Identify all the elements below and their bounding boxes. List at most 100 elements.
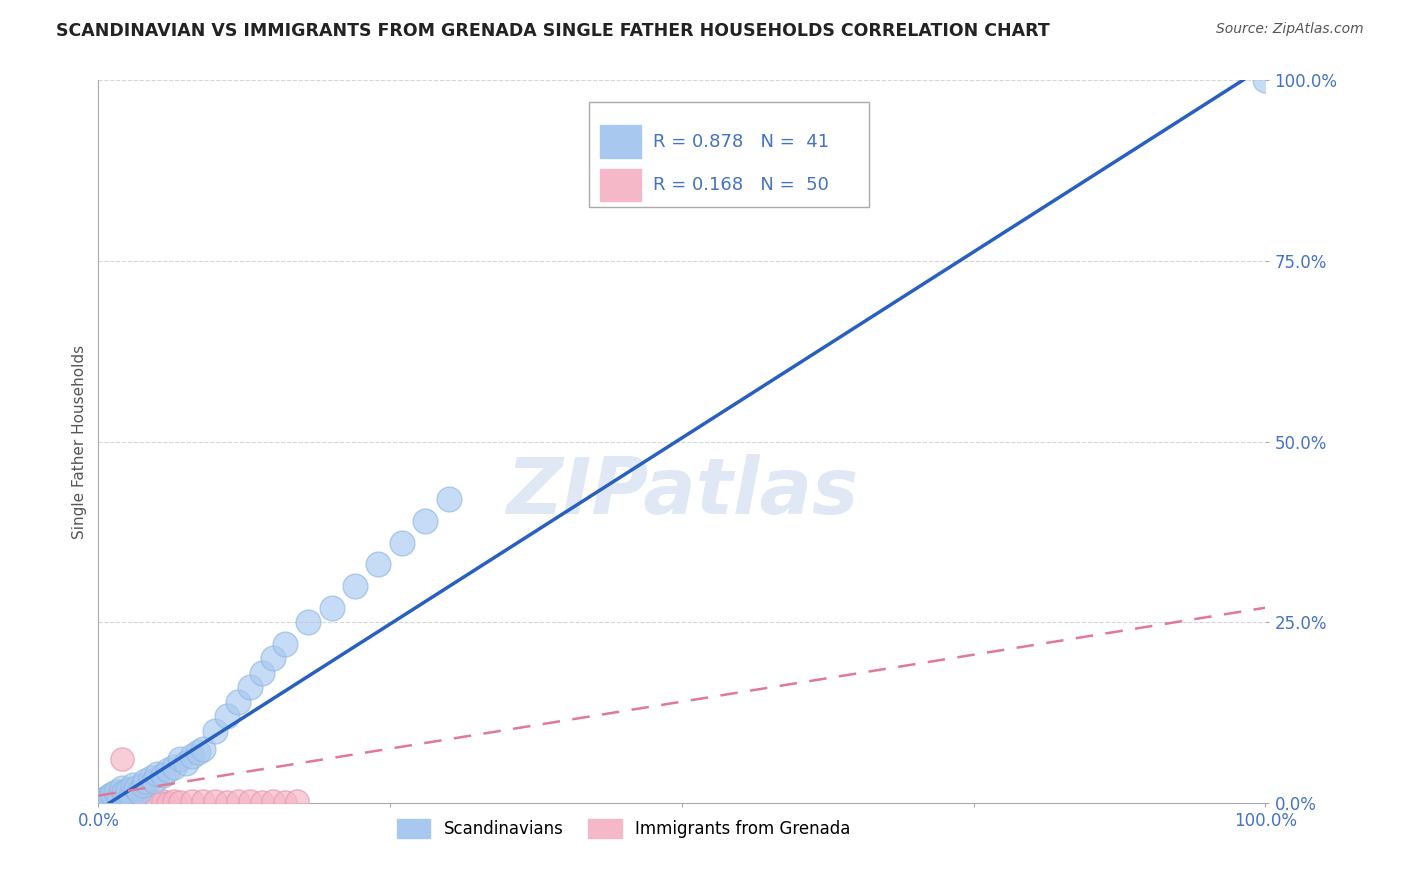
Scandinavians bbox=[101, 787, 124, 801]
Scandinavians bbox=[157, 764, 180, 778]
Scandinavians bbox=[297, 615, 319, 630]
Immigrants from Grenada bbox=[100, 795, 122, 809]
Immigrants from Grenada bbox=[193, 794, 215, 808]
Immigrants from Grenada bbox=[250, 795, 273, 809]
FancyBboxPatch shape bbox=[589, 102, 869, 207]
Immigrants from Grenada bbox=[97, 794, 120, 808]
Scandinavians bbox=[344, 579, 367, 593]
Scandinavians bbox=[1254, 73, 1277, 87]
Immigrants from Grenada bbox=[146, 795, 169, 809]
Immigrants from Grenada bbox=[215, 795, 238, 809]
Immigrants from Grenada bbox=[262, 794, 284, 808]
Immigrants from Grenada bbox=[105, 794, 128, 808]
Scandinavians bbox=[169, 752, 191, 766]
Scandinavians bbox=[250, 665, 273, 680]
Immigrants from Grenada bbox=[111, 794, 134, 808]
Immigrants from Grenada bbox=[103, 796, 125, 810]
Scandinavians bbox=[193, 741, 215, 756]
Immigrants from Grenada bbox=[104, 794, 127, 808]
Scandinavians bbox=[132, 778, 155, 792]
Immigrants from Grenada bbox=[139, 794, 162, 808]
Scandinavians bbox=[134, 774, 156, 789]
Scandinavians bbox=[239, 680, 262, 694]
Scandinavians bbox=[139, 771, 162, 785]
Scandinavians bbox=[128, 785, 150, 799]
Immigrants from Grenada bbox=[111, 796, 134, 810]
Immigrants from Grenada bbox=[152, 794, 174, 808]
Immigrants from Grenada bbox=[122, 794, 145, 808]
Immigrants from Grenada bbox=[108, 794, 131, 808]
Text: R = 0.878   N =  41: R = 0.878 N = 41 bbox=[652, 133, 830, 151]
Immigrants from Grenada bbox=[101, 794, 124, 808]
Scandinavians bbox=[187, 745, 209, 759]
Immigrants from Grenada bbox=[117, 796, 139, 810]
Scandinavians bbox=[321, 600, 343, 615]
Immigrants from Grenada bbox=[239, 794, 262, 808]
Scandinavians bbox=[97, 790, 120, 805]
Immigrants from Grenada bbox=[204, 794, 226, 808]
Text: SCANDINAVIAN VS IMMIGRANTS FROM GRENADA SINGLE FATHER HOUSEHOLDS CORRELATION CHA: SCANDINAVIAN VS IMMIGRANTS FROM GRENADA … bbox=[56, 22, 1050, 40]
Immigrants from Grenada bbox=[285, 794, 308, 808]
Immigrants from Grenada bbox=[98, 794, 121, 808]
Immigrants from Grenada bbox=[114, 795, 136, 809]
Scandinavians bbox=[262, 651, 284, 665]
Text: R = 0.168   N =  50: R = 0.168 N = 50 bbox=[652, 176, 828, 194]
Immigrants from Grenada bbox=[169, 795, 191, 809]
Immigrants from Grenada bbox=[90, 794, 112, 808]
Immigrants from Grenada bbox=[118, 794, 141, 808]
Scandinavians bbox=[108, 789, 131, 803]
Scandinavians bbox=[367, 558, 389, 572]
Immigrants from Grenada bbox=[96, 795, 118, 809]
Immigrants from Grenada bbox=[110, 795, 132, 809]
Scandinavians bbox=[122, 778, 145, 792]
Scandinavians bbox=[174, 756, 197, 770]
Scandinavians bbox=[112, 785, 135, 799]
Scandinavians bbox=[163, 760, 186, 774]
Scandinavians bbox=[228, 695, 250, 709]
Scandinavians bbox=[104, 785, 127, 799]
Scandinavians bbox=[93, 792, 115, 806]
Scandinavians bbox=[274, 637, 297, 651]
Scandinavians bbox=[204, 723, 226, 738]
Immigrants from Grenada bbox=[134, 794, 156, 808]
Text: ZIPatlas: ZIPatlas bbox=[506, 454, 858, 530]
Scandinavians bbox=[125, 781, 148, 796]
Immigrants from Grenada bbox=[111, 752, 134, 766]
Scandinavians bbox=[152, 768, 174, 782]
Immigrants from Grenada bbox=[93, 796, 115, 810]
Immigrants from Grenada bbox=[136, 796, 159, 810]
Scandinavians bbox=[215, 709, 238, 723]
Scandinavians bbox=[413, 514, 436, 528]
Scandinavians bbox=[98, 789, 121, 803]
Scandinavians bbox=[180, 748, 202, 763]
Immigrants from Grenada bbox=[228, 794, 250, 808]
Immigrants from Grenada bbox=[94, 794, 117, 808]
Immigrants from Grenada bbox=[90, 795, 112, 809]
Scandinavians bbox=[120, 789, 142, 803]
Immigrants from Grenada bbox=[104, 795, 127, 809]
Immigrants from Grenada bbox=[97, 796, 120, 810]
Immigrants from Grenada bbox=[163, 794, 186, 808]
Scandinavians bbox=[146, 767, 169, 781]
Scandinavians bbox=[437, 492, 460, 507]
Immigrants from Grenada bbox=[115, 794, 138, 808]
Scandinavians bbox=[117, 782, 139, 797]
Immigrants from Grenada bbox=[125, 796, 148, 810]
Scandinavians bbox=[143, 774, 166, 789]
Immigrants from Grenada bbox=[274, 795, 297, 809]
Bar bbox=[600, 126, 641, 158]
Scandinavians bbox=[391, 535, 413, 549]
Immigrants from Grenada bbox=[112, 794, 135, 808]
Bar bbox=[600, 169, 641, 202]
Immigrants from Grenada bbox=[157, 796, 180, 810]
Immigrants from Grenada bbox=[91, 794, 114, 808]
Y-axis label: Single Father Households: Single Father Households bbox=[72, 344, 87, 539]
Immigrants from Grenada bbox=[87, 796, 110, 810]
Immigrants from Grenada bbox=[128, 794, 150, 808]
Immigrants from Grenada bbox=[180, 794, 202, 808]
Text: Source: ZipAtlas.com: Source: ZipAtlas.com bbox=[1216, 22, 1364, 37]
Immigrants from Grenada bbox=[107, 796, 129, 810]
Immigrants from Grenada bbox=[120, 795, 142, 809]
Immigrants from Grenada bbox=[132, 795, 155, 809]
Scandinavians bbox=[111, 781, 134, 796]
